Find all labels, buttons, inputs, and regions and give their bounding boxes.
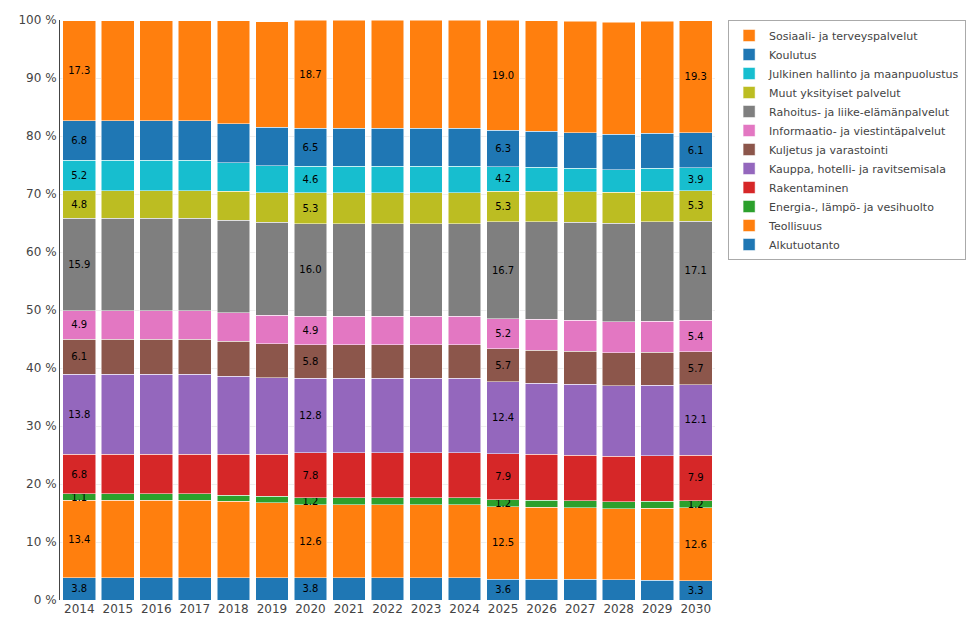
- svg-text:80 %: 80 %: [26, 129, 57, 143]
- svg-text:12.6: 12.6: [685, 539, 707, 550]
- svg-text:13.4: 13.4: [68, 534, 90, 545]
- svg-text:3.9: 3.9: [688, 174, 704, 185]
- svg-text:2017: 2017: [180, 602, 211, 616]
- svg-text:5.3: 5.3: [688, 200, 704, 211]
- svg-text:5.7: 5.7: [688, 363, 704, 374]
- svg-text:12.8: 12.8: [299, 410, 321, 421]
- svg-text:4.2: 4.2: [495, 173, 511, 184]
- svg-text:3.8: 3.8: [71, 583, 87, 594]
- svg-text:12.6: 12.6: [299, 536, 321, 547]
- svg-text:50 %: 50 %: [26, 303, 57, 317]
- svg-text:2014: 2014: [64, 602, 95, 616]
- svg-text:2023: 2023: [411, 602, 442, 616]
- svg-text:7.8: 7.8: [302, 470, 318, 481]
- svg-text:4.9: 4.9: [71, 319, 87, 330]
- svg-text:5.2: 5.2: [495, 328, 511, 339]
- svg-text:3.6: 3.6: [495, 584, 511, 595]
- svg-text:5.3: 5.3: [495, 201, 511, 212]
- svg-text:5.8: 5.8: [302, 356, 318, 367]
- svg-text:40 %: 40 %: [26, 361, 57, 375]
- svg-text:12.1: 12.1: [685, 414, 707, 425]
- svg-text:19.3: 19.3: [685, 71, 707, 82]
- svg-text:Informaatio- ja viestintäpalve: Informaatio- ja viestintäpalvelut: [769, 125, 946, 138]
- svg-text:Teollisuus: Teollisuus: [768, 220, 822, 233]
- svg-text:5.7: 5.7: [495, 360, 511, 371]
- svg-text:6.8: 6.8: [71, 135, 87, 146]
- svg-text:12.5: 12.5: [492, 537, 514, 548]
- svg-text:2026: 2026: [526, 602, 557, 616]
- svg-text:30 %: 30 %: [26, 419, 57, 433]
- svg-text:1.2: 1.2: [302, 496, 318, 507]
- svg-text:2016: 2016: [141, 602, 172, 616]
- svg-text:16.0: 16.0: [299, 264, 321, 275]
- svg-text:Sosiaali- ja terveyspalvelut: Sosiaali- ja terveyspalvelut: [769, 30, 918, 43]
- svg-text:Kuljetus ja varastointi: Kuljetus ja varastointi: [769, 144, 888, 157]
- svg-text:2019: 2019: [257, 602, 288, 616]
- svg-text:2024: 2024: [449, 602, 480, 616]
- svg-text:90 %: 90 %: [26, 71, 57, 85]
- svg-text:7.9: 7.9: [495, 471, 511, 482]
- svg-text:4.6: 4.6: [302, 174, 318, 185]
- svg-text:Muut yksityiset palvelut: Muut yksityiset palvelut: [769, 87, 901, 100]
- svg-text:70 %: 70 %: [26, 187, 57, 201]
- svg-text:2015: 2015: [103, 602, 134, 616]
- svg-text:Julkinen hallinto ja maanpuolu: Julkinen hallinto ja maanpuolustus: [768, 68, 958, 81]
- svg-text:16.7: 16.7: [492, 265, 514, 276]
- svg-text:18.7: 18.7: [299, 69, 321, 80]
- svg-text:2018: 2018: [218, 602, 249, 616]
- svg-text:3.8: 3.8: [302, 583, 318, 594]
- svg-text:Rahoitus- ja liike-elämänpalve: Rahoitus- ja liike-elämänpalvelut: [769, 106, 950, 119]
- svg-text:2028: 2028: [603, 602, 634, 616]
- svg-text:4.8: 4.8: [71, 199, 87, 210]
- svg-text:5.2: 5.2: [71, 170, 87, 181]
- svg-text:2022: 2022: [372, 602, 403, 616]
- svg-text:Kauppa, hotelli- ja ravitsemis: Kauppa, hotelli- ja ravitsemisala: [769, 163, 946, 176]
- svg-text:Alkutuotanto: Alkutuotanto: [769, 239, 840, 252]
- svg-text:5.4: 5.4: [688, 331, 704, 342]
- svg-text:2030: 2030: [680, 602, 711, 616]
- svg-text:10 %: 10 %: [26, 535, 57, 549]
- svg-text:2027: 2027: [565, 602, 596, 616]
- svg-text:17.1: 17.1: [685, 265, 707, 276]
- svg-text:6.8: 6.8: [71, 469, 87, 480]
- svg-text:4.9: 4.9: [302, 325, 318, 336]
- svg-text:0 %: 0 %: [34, 593, 57, 607]
- svg-text:13.8: 13.8: [68, 409, 90, 420]
- svg-text:12.4: 12.4: [492, 412, 514, 423]
- svg-text:2029: 2029: [642, 602, 673, 616]
- svg-text:6.1: 6.1: [71, 351, 87, 362]
- svg-text:2021: 2021: [334, 602, 365, 616]
- svg-text:7.9: 7.9: [688, 472, 704, 483]
- svg-text:1.2: 1.2: [688, 499, 704, 510]
- svg-text:2025: 2025: [488, 602, 519, 616]
- svg-text:15.9: 15.9: [68, 259, 90, 270]
- svg-text:6.5: 6.5: [302, 142, 318, 153]
- svg-text:19.0: 19.0: [492, 70, 514, 81]
- svg-text:17.3: 17.3: [68, 65, 90, 76]
- svg-text:6.3: 6.3: [495, 143, 511, 154]
- svg-text:20 %: 20 %: [26, 477, 57, 491]
- svg-text:1.1: 1.1: [71, 492, 87, 503]
- svg-text:Energia-, lämpö- ja vesihuolto: Energia-, lämpö- ja vesihuolto: [769, 201, 934, 214]
- svg-text:Koulutus: Koulutus: [769, 49, 817, 62]
- svg-text:3.3: 3.3: [688, 585, 704, 596]
- svg-text:60 %: 60 %: [26, 245, 57, 259]
- svg-text:5.3: 5.3: [302, 203, 318, 214]
- svg-text:Rakentaminen: Rakentaminen: [769, 182, 848, 195]
- svg-text:100 %: 100 %: [18, 13, 56, 27]
- svg-text:1.2: 1.2: [495, 498, 511, 509]
- svg-text:2020: 2020: [295, 602, 326, 616]
- svg-text:6.1: 6.1: [688, 145, 704, 156]
